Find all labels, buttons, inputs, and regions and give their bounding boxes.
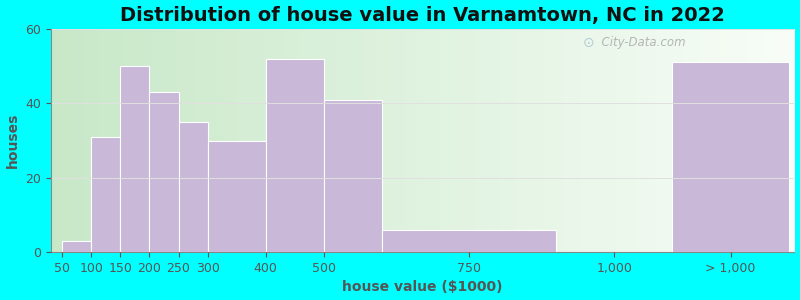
- Text: City-Data.com: City-Data.com: [594, 36, 686, 49]
- Bar: [673, 62, 789, 252]
- Y-axis label: houses: houses: [6, 113, 19, 168]
- Title: Distribution of house value in Varnamtown, NC in 2022: Distribution of house value in Varnamtow…: [120, 6, 725, 25]
- Bar: [266, 59, 324, 252]
- Bar: [178, 122, 207, 252]
- Bar: [382, 230, 556, 252]
- Bar: [207, 140, 266, 252]
- X-axis label: house value ($1000): house value ($1000): [342, 280, 503, 294]
- Bar: [150, 92, 178, 252]
- Bar: [324, 100, 382, 252]
- Text: ⊙: ⊙: [582, 36, 594, 50]
- Bar: [62, 241, 91, 252]
- Bar: [121, 66, 150, 252]
- Bar: [91, 137, 121, 252]
